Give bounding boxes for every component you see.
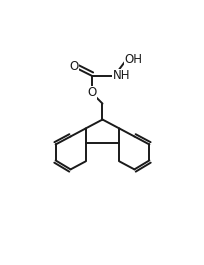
Text: NH: NH — [112, 69, 129, 82]
Text: OH: OH — [124, 53, 142, 66]
Text: O: O — [86, 86, 96, 99]
Text: O: O — [69, 60, 78, 73]
